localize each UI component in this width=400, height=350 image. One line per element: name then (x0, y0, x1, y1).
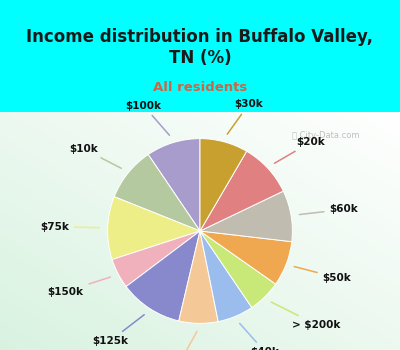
Text: $10k: $10k (69, 144, 121, 168)
Wedge shape (200, 191, 292, 242)
Wedge shape (179, 231, 218, 323)
Text: All residents: All residents (153, 81, 247, 94)
Text: $125k: $125k (92, 315, 144, 346)
Text: Income distribution in Buffalo Valley,
TN (%): Income distribution in Buffalo Valley, T… (26, 28, 374, 67)
Text: $20k: $20k (274, 137, 325, 163)
Wedge shape (112, 231, 200, 287)
Text: ⓘ City-Data.com: ⓘ City-Data.com (292, 131, 360, 140)
Wedge shape (108, 197, 200, 260)
Wedge shape (200, 231, 292, 284)
Text: $200k: $200k (162, 331, 198, 350)
Text: $100k: $100k (126, 100, 170, 135)
Text: $40k: $40k (240, 323, 280, 350)
Wedge shape (200, 231, 276, 308)
Text: $30k: $30k (227, 99, 263, 134)
Wedge shape (200, 231, 252, 322)
Text: $60k: $60k (299, 204, 358, 215)
Text: $75k: $75k (40, 222, 99, 232)
Wedge shape (148, 139, 200, 231)
Wedge shape (114, 154, 200, 231)
Text: > $200k: > $200k (271, 302, 340, 330)
Wedge shape (126, 231, 200, 321)
Text: $150k: $150k (48, 277, 110, 296)
Text: $50k: $50k (294, 267, 351, 283)
Wedge shape (200, 151, 283, 231)
Wedge shape (200, 139, 247, 231)
